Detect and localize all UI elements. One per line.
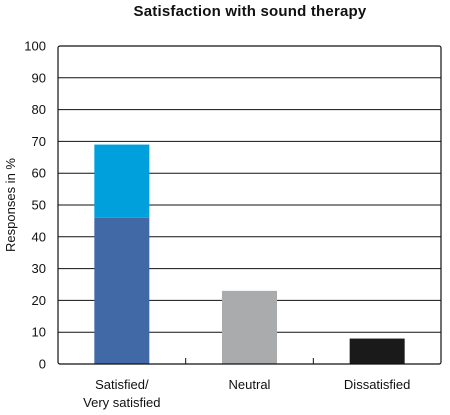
y-tick-label: 50 — [32, 198, 46, 213]
x-category-labels: Satisfied/Very satisfied Neutral Dissatisf… — [83, 377, 410, 410]
y-tick-label: 70 — [32, 134, 46, 149]
y-tick-label: 60 — [32, 166, 46, 181]
bar-segment — [349, 338, 405, 364]
y-tick-label: 90 — [32, 70, 46, 85]
bar-segment — [222, 290, 277, 364]
y-tick-label: 0 — [39, 357, 46, 372]
bars — [94, 144, 405, 364]
y-tick-label: 10 — [32, 325, 46, 340]
chart-title: Satisfaction with sound therapy — [133, 3, 367, 20]
y-tick-label: 30 — [32, 261, 46, 276]
y-tick-label: 40 — [32, 229, 46, 244]
y-tick-label: 20 — [32, 293, 46, 308]
y-tick-label: 80 — [32, 102, 46, 117]
y-tick-label: 100 — [24, 39, 46, 54]
bar-segment — [94, 217, 150, 364]
y-tick-labels: 0 10 20 30 40 50 60 70 80 90 100 — [24, 39, 46, 372]
y-axis-label: Responses in % — [3, 158, 18, 252]
axis-ticks — [185, 358, 314, 364]
plot-area-frame — [57, 45, 442, 365]
x-category-label: Satisfied/ — [95, 377, 149, 392]
bar-segment — [94, 144, 150, 218]
x-category-label: Very satisfied — [83, 395, 160, 410]
x-category-label: Neutral — [229, 377, 271, 392]
x-category-label: Dissatisfied — [344, 377, 410, 392]
